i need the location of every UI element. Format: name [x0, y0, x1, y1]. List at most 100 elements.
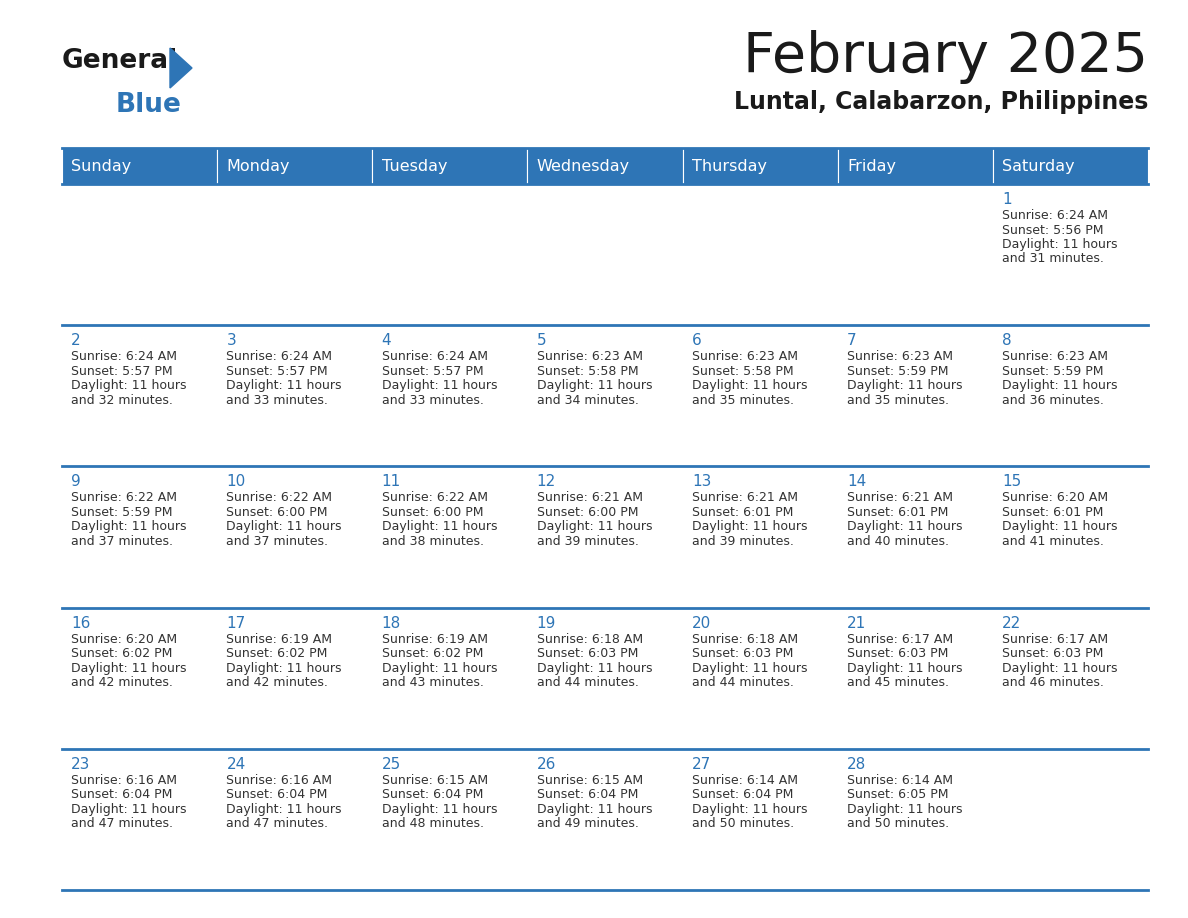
Text: Daylight: 11 hours: Daylight: 11 hours: [227, 662, 342, 675]
Text: Daylight: 11 hours: Daylight: 11 hours: [381, 379, 497, 392]
Text: Sunrise: 6:24 AM: Sunrise: 6:24 AM: [227, 350, 333, 364]
FancyBboxPatch shape: [217, 148, 372, 184]
Text: Blue: Blue: [116, 92, 182, 118]
Text: Sunrise: 6:24 AM: Sunrise: 6:24 AM: [381, 350, 487, 364]
Text: Saturday: Saturday: [1003, 159, 1075, 174]
Text: 22: 22: [1003, 616, 1022, 631]
Text: 3: 3: [227, 333, 236, 348]
Text: Sunset: 5:57 PM: Sunset: 5:57 PM: [227, 364, 328, 377]
Text: Sunrise: 6:21 AM: Sunrise: 6:21 AM: [691, 491, 798, 504]
Text: Daylight: 11 hours: Daylight: 11 hours: [691, 521, 808, 533]
Text: Daylight: 11 hours: Daylight: 11 hours: [227, 521, 342, 533]
Text: Daylight: 11 hours: Daylight: 11 hours: [1003, 662, 1118, 675]
Text: Sunrise: 6:21 AM: Sunrise: 6:21 AM: [537, 491, 643, 504]
FancyBboxPatch shape: [372, 749, 527, 890]
Text: 24: 24: [227, 756, 246, 772]
Text: 6: 6: [691, 333, 702, 348]
Text: Daylight: 11 hours: Daylight: 11 hours: [227, 803, 342, 816]
FancyBboxPatch shape: [527, 466, 683, 608]
Text: Daylight: 11 hours: Daylight: 11 hours: [537, 662, 652, 675]
Text: Daylight: 11 hours: Daylight: 11 hours: [537, 521, 652, 533]
Text: and 33 minutes.: and 33 minutes.: [381, 394, 484, 407]
Text: 28: 28: [847, 756, 866, 772]
Text: Daylight: 11 hours: Daylight: 11 hours: [847, 521, 962, 533]
Text: Sunrise: 6:17 AM: Sunrise: 6:17 AM: [847, 633, 953, 645]
Text: Daylight: 11 hours: Daylight: 11 hours: [537, 379, 652, 392]
FancyBboxPatch shape: [993, 148, 1148, 184]
Text: February 2025: February 2025: [742, 30, 1148, 84]
Text: and 42 minutes.: and 42 minutes.: [71, 676, 173, 689]
Text: and 31 minutes.: and 31 minutes.: [1003, 252, 1104, 265]
Text: Daylight: 11 hours: Daylight: 11 hours: [1003, 238, 1118, 251]
Text: Sunrise: 6:16 AM: Sunrise: 6:16 AM: [71, 774, 177, 787]
Text: 16: 16: [71, 616, 90, 631]
FancyBboxPatch shape: [372, 184, 527, 325]
Text: and 36 minutes.: and 36 minutes.: [1003, 394, 1104, 407]
Text: Sunset: 6:04 PM: Sunset: 6:04 PM: [537, 789, 638, 801]
Text: Sunrise: 6:22 AM: Sunrise: 6:22 AM: [71, 491, 177, 504]
Text: and 46 minutes.: and 46 minutes.: [1003, 676, 1104, 689]
Text: Daylight: 11 hours: Daylight: 11 hours: [71, 662, 187, 675]
Text: 27: 27: [691, 756, 712, 772]
Text: Sunset: 6:04 PM: Sunset: 6:04 PM: [71, 789, 172, 801]
Text: 21: 21: [847, 616, 866, 631]
Text: Sunrise: 6:23 AM: Sunrise: 6:23 AM: [537, 350, 643, 364]
Text: Sunset: 6:02 PM: Sunset: 6:02 PM: [71, 647, 172, 660]
Text: Sunrise: 6:22 AM: Sunrise: 6:22 AM: [227, 491, 333, 504]
Text: Daylight: 11 hours: Daylight: 11 hours: [71, 379, 187, 392]
FancyBboxPatch shape: [993, 749, 1148, 890]
Text: Sunrise: 6:18 AM: Sunrise: 6:18 AM: [537, 633, 643, 645]
Text: Sunset: 6:03 PM: Sunset: 6:03 PM: [1003, 647, 1104, 660]
Text: Sunrise: 6:24 AM: Sunrise: 6:24 AM: [71, 350, 177, 364]
FancyBboxPatch shape: [527, 749, 683, 890]
Text: Sunday: Sunday: [71, 159, 132, 174]
Text: Tuesday: Tuesday: [381, 159, 447, 174]
Text: General: General: [62, 48, 178, 74]
Text: and 38 minutes.: and 38 minutes.: [381, 535, 484, 548]
Text: and 43 minutes.: and 43 minutes.: [381, 676, 484, 689]
Text: and 48 minutes.: and 48 minutes.: [381, 817, 484, 830]
Text: and 39 minutes.: and 39 minutes.: [691, 535, 794, 548]
FancyBboxPatch shape: [683, 749, 838, 890]
Text: 19: 19: [537, 616, 556, 631]
Text: Sunset: 5:58 PM: Sunset: 5:58 PM: [537, 364, 638, 377]
Text: Sunset: 5:58 PM: Sunset: 5:58 PM: [691, 364, 794, 377]
Text: Sunset: 6:04 PM: Sunset: 6:04 PM: [691, 789, 794, 801]
Text: Sunset: 6:01 PM: Sunset: 6:01 PM: [691, 506, 794, 519]
Text: Daylight: 11 hours: Daylight: 11 hours: [691, 379, 808, 392]
FancyBboxPatch shape: [683, 148, 838, 184]
Text: Daylight: 11 hours: Daylight: 11 hours: [71, 803, 187, 816]
FancyBboxPatch shape: [62, 608, 217, 749]
Text: and 35 minutes.: and 35 minutes.: [691, 394, 794, 407]
Text: Daylight: 11 hours: Daylight: 11 hours: [381, 662, 497, 675]
Text: Sunset: 5:56 PM: Sunset: 5:56 PM: [1003, 223, 1104, 237]
Text: Sunset: 6:00 PM: Sunset: 6:00 PM: [227, 506, 328, 519]
Text: Daylight: 11 hours: Daylight: 11 hours: [847, 803, 962, 816]
FancyBboxPatch shape: [372, 325, 527, 466]
Text: 13: 13: [691, 475, 712, 489]
Text: Sunset: 6:04 PM: Sunset: 6:04 PM: [381, 789, 484, 801]
Text: and 32 minutes.: and 32 minutes.: [71, 394, 173, 407]
Text: Friday: Friday: [847, 159, 896, 174]
Text: Sunrise: 6:17 AM: Sunrise: 6:17 AM: [1003, 633, 1108, 645]
Text: Sunrise: 6:14 AM: Sunrise: 6:14 AM: [847, 774, 953, 787]
Text: Sunrise: 6:16 AM: Sunrise: 6:16 AM: [227, 774, 333, 787]
FancyBboxPatch shape: [217, 749, 372, 890]
Text: Daylight: 11 hours: Daylight: 11 hours: [227, 379, 342, 392]
FancyBboxPatch shape: [838, 466, 993, 608]
Text: 5: 5: [537, 333, 546, 348]
Text: Sunrise: 6:23 AM: Sunrise: 6:23 AM: [691, 350, 798, 364]
Text: Monday: Monday: [227, 159, 290, 174]
FancyBboxPatch shape: [683, 466, 838, 608]
Text: and 34 minutes.: and 34 minutes.: [537, 394, 639, 407]
FancyBboxPatch shape: [62, 184, 217, 325]
FancyBboxPatch shape: [838, 148, 993, 184]
FancyBboxPatch shape: [62, 466, 217, 608]
Text: and 47 minutes.: and 47 minutes.: [227, 817, 328, 830]
Text: and 40 minutes.: and 40 minutes.: [847, 535, 949, 548]
Text: and 42 minutes.: and 42 minutes.: [227, 676, 328, 689]
Text: Sunrise: 6:20 AM: Sunrise: 6:20 AM: [71, 633, 177, 645]
Text: Sunset: 6:00 PM: Sunset: 6:00 PM: [537, 506, 638, 519]
Text: Sunset: 6:02 PM: Sunset: 6:02 PM: [227, 647, 328, 660]
Text: and 50 minutes.: and 50 minutes.: [691, 817, 794, 830]
